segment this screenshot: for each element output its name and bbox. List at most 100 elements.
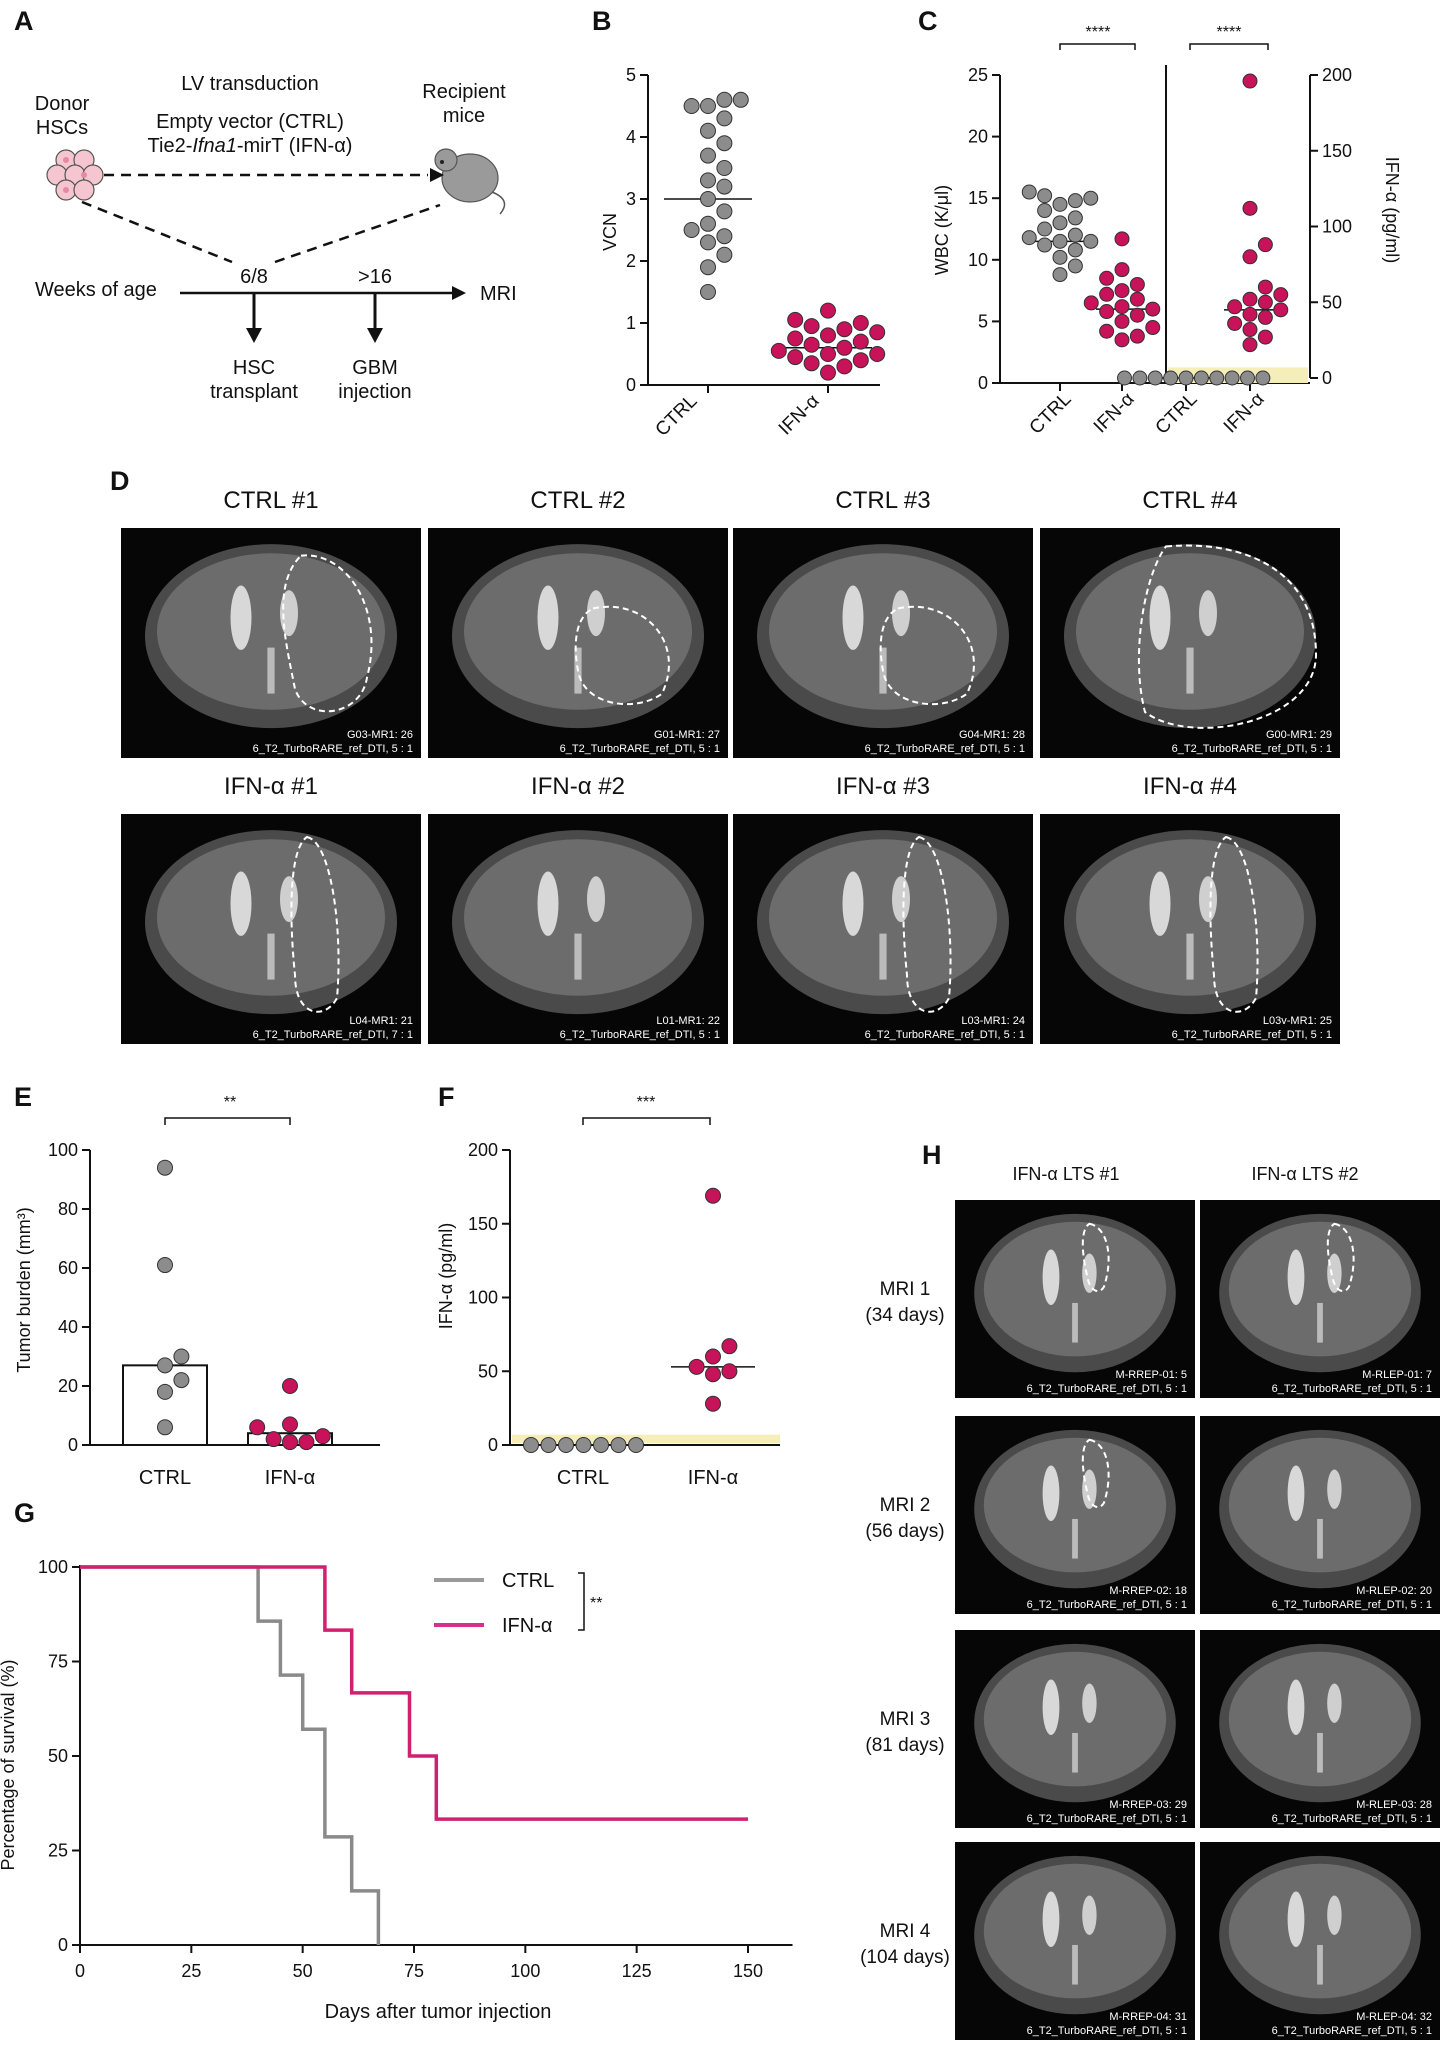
ventricle-left: [1149, 871, 1171, 936]
panel-c-yl-tick-label: 25: [968, 65, 988, 85]
data-point-ifn: [265, 1431, 282, 1448]
panel-b-y-tick-label: 5: [626, 65, 636, 85]
donor-label-1: Donor: [35, 93, 90, 115]
ifn-mri-title: IFN-α #3: [836, 773, 930, 800]
panel-h-col-title-2: IFN-α LTS #2: [1251, 1164, 1358, 1184]
midline-structure: [1317, 1302, 1323, 1343]
recipient-label-1: Recipient: [422, 81, 506, 103]
panel-e-y-tick-label: 0: [68, 1435, 78, 1455]
data-point-ctrl: [610, 1437, 627, 1453]
data-point-ifn: [836, 339, 853, 356]
mri-caption-id: M-RREP-04: 31: [1109, 2011, 1187, 2023]
panel-c-yr-tick-label: 150: [1322, 141, 1352, 161]
data-point-ifn: [852, 315, 869, 331]
data-point-ifn-level-ctrl: [1163, 370, 1179, 386]
data-point-ctrl: [157, 1357, 173, 1374]
panel-b-plot: 0 1 2 3 4 5: [626, 65, 886, 395]
data-point-ifn-level-ifn: [1242, 200, 1258, 216]
brain-cortex: [769, 839, 997, 996]
data-point-wbc-ifn: [1129, 307, 1145, 323]
panel-e-y-tick-label: 100: [48, 1140, 78, 1160]
data-point-ifn: [820, 346, 836, 362]
mouse-icon: [434, 148, 506, 215]
lts2-mri-image: M-RLEP-02: 20 6_T2_TurboRARE_ref_DTI, 5 :…: [1200, 1416, 1440, 1614]
mri-row-days: (81 days): [865, 1735, 944, 1756]
brain-cortex: [983, 1651, 1167, 1787]
panel-c-yr-tick-label: 200: [1322, 65, 1352, 85]
ventricle-right: [280, 876, 298, 923]
panel-e-y-tick-label: 20: [58, 1376, 78, 1396]
ventricle-left: [842, 585, 864, 650]
legend-label-ifn: IFN-α: [502, 1615, 552, 1637]
gbm-label-1: GBM: [352, 357, 398, 379]
panel-f-y-tick-label: 50: [478, 1361, 498, 1381]
panel-e-xtick-ctrl: CTRL: [139, 1467, 191, 1489]
mri-caption-sequence: 6_T2_TurboRARE_ref_DTI, 5 : 1: [1172, 743, 1332, 755]
mri-caption-sequence: 6_T2_TurboRARE_ref_DTI, 5 : 1: [1272, 1599, 1432, 1611]
mri-row-label: MRI 4: [880, 1921, 931, 1942]
data-point-wbc-ctrl: [1037, 203, 1053, 219]
data-point-wbc-ctrl: [1052, 249, 1068, 265]
midline-structure: [1317, 1944, 1323, 1985]
panel-c-sig-2: ****: [1217, 24, 1242, 41]
data-point-ctrl: [700, 191, 716, 207]
data-point-wbc-ifn: [1114, 332, 1130, 348]
data-point-wbc-ctrl: [1083, 233, 1099, 249]
panel-e-sig: **: [224, 1094, 236, 1111]
panel-b-y-tick-label: 2: [626, 251, 636, 271]
panel-b-y-tick-label: 1: [626, 313, 636, 333]
data-point-wbc-ctrl: [1067, 258, 1083, 274]
mri-caption-id: G03-MR1: 26: [347, 729, 413, 741]
mri-caption-id: M-RLEP-04: 32: [1356, 2011, 1432, 2023]
midline-structure: [1317, 1732, 1323, 1773]
mri-caption-sequence: 6_T2_TurboRARE_ref_DTI, 5 : 1: [865, 743, 1025, 755]
data-point-ctrl: [700, 215, 716, 232]
panel-h-col-title-1: IFN-α LTS #1: [1012, 1164, 1119, 1184]
mri-row-label: MRI 3: [880, 1709, 931, 1730]
ventricle-left: [1287, 1679, 1305, 1735]
brain-cortex: [1228, 1863, 1412, 1999]
data-point-ifn: [314, 1428, 331, 1445]
sig-bracket-e: [164, 1117, 291, 1125]
data-point-ifn: [869, 324, 886, 341]
data-point-ifn-level-ifn: [1257, 329, 1273, 345]
panel-g-ytick-label: 50: [48, 1746, 68, 1766]
data-point-ifn: [787, 330, 804, 347]
hsc-cluster-icon: [46, 149, 104, 201]
panel-c-xtick-1: CTRL: [1026, 389, 1076, 439]
data-point-ifn: [869, 346, 886, 362]
panel-c-xtick-3: CTRL: [1152, 389, 1202, 439]
panel-g: G Percentage of survival (%) 02550751000…: [0, 1498, 793, 2023]
ventricle-left: [1042, 1679, 1060, 1735]
data-point-ifn: [282, 1378, 298, 1394]
panel-c-plot: 0 5 10 15 20 25 0 50 100 150 200: [968, 43, 1352, 393]
ventricle-right: [1327, 1683, 1342, 1724]
panel-b-ylabel: VCN: [600, 213, 620, 251]
panel-e: E Tumor burden (mm³) 0 20 40 60 80 100 ** CTR…: [14, 1082, 380, 1489]
panel-c-yl-tick-label: 20: [968, 127, 988, 147]
data-point-ctrl: [716, 110, 733, 127]
ventricle-right: [892, 876, 910, 923]
mri-caption-id: M-RREP-02: 18: [1109, 1585, 1187, 1597]
midline-structure: [267, 647, 275, 694]
data-point-wbc-ctrl: [1052, 196, 1068, 212]
recipient-label-2: mice: [443, 105, 485, 127]
data-point-ctrl: [683, 98, 700, 114]
mri-caption-sequence: 6_T2_TurboRARE_ref_DTI, 5 : 1: [253, 743, 413, 755]
data-point-ifn-level-ctrl: [1132, 370, 1148, 386]
panel-b: B VCN 0 1 2 3 4 5 CTRL IFN-α: [592, 6, 886, 441]
data-point-ifn: [721, 1363, 738, 1380]
midline-structure: [1186, 933, 1194, 980]
data-point-ctrl: [628, 1437, 644, 1453]
brain-cortex: [1228, 1437, 1412, 1573]
data-point-ifn: [820, 364, 836, 381]
data-point-ifn: [787, 349, 804, 366]
data-point-ctrl: [732, 91, 749, 108]
midline-structure: [1072, 1732, 1078, 1773]
mri-label: MRI: [480, 283, 517, 305]
panel-e-y-tick-label: 40: [58, 1317, 78, 1337]
data-point-wbc-ifn: [1145, 320, 1161, 336]
lts1-mri-image: M-RREP-01: 5 6_T2_TurboRARE_ref_DTI, 5 : …: [955, 1200, 1195, 1398]
detection-limit-band: [512, 1434, 780, 1443]
sig-bracket-2: [1189, 43, 1269, 50]
